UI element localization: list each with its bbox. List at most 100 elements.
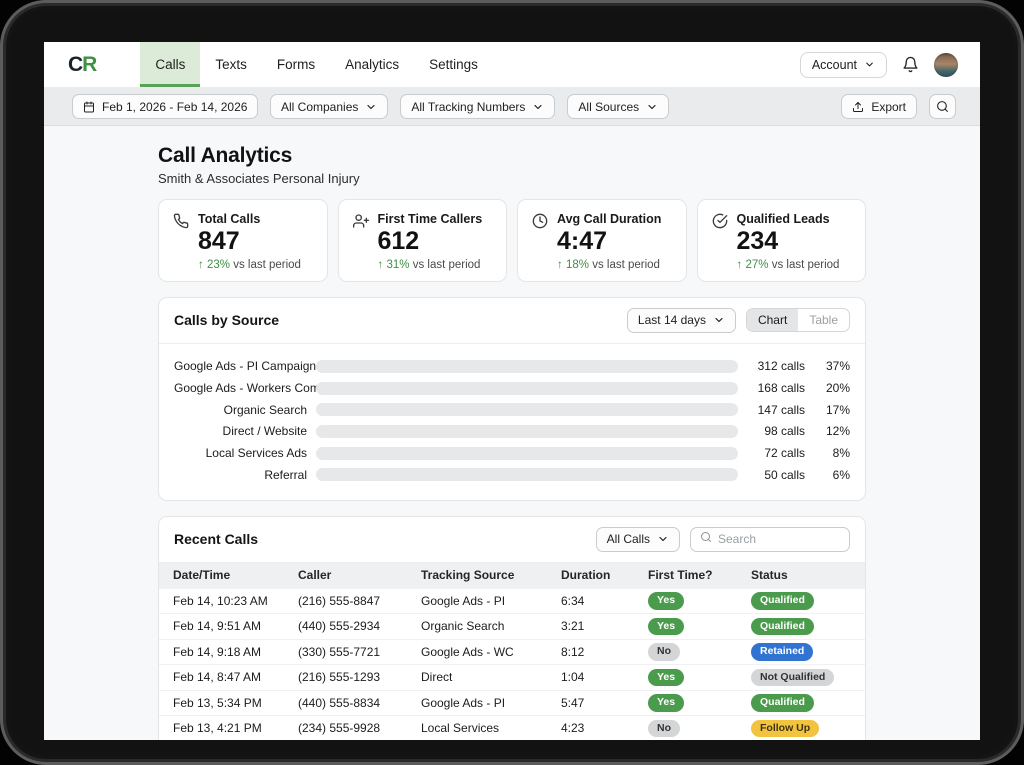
search-input[interactable] [718, 532, 840, 547]
stat-card: Qualified Leads 234 ↑ 27% vs last period [696, 199, 866, 282]
account-menu-button[interactable]: Account [799, 51, 887, 78]
cell-caller: (440) 555-8834 [298, 695, 381, 710]
delta-percent: 18% [565, 258, 589, 271]
cell-source: Organic Search [421, 619, 505, 634]
cell-status: Retained [751, 643, 851, 661]
calls-by-source-panel: Calls by Source Last 14 days Chart Table [158, 296, 866, 501]
filter-dropdowns: All Companies All Tracking Numbers All Sou… [270, 94, 670, 119]
table-search [690, 526, 850, 552]
user-plus-icon [352, 212, 369, 271]
cell-duration: 5:47 [561, 695, 585, 710]
stat-label: Total Calls [198, 212, 261, 226]
stat-value: 847 [198, 227, 240, 255]
cell-first-time: Yes [648, 668, 751, 687]
cell-status: Qualified [751, 694, 851, 712]
chart-row-percent: 37% [825, 359, 850, 374]
first-time-badge: Yes [648, 617, 685, 636]
chart-row-calls: 50 calls [764, 467, 805, 482]
check-circle-icon [712, 212, 728, 271]
recent-calls-header: Recent Calls All Calls [159, 517, 865, 563]
table-row[interactable]: Feb 14, 10:23 AM (216) 555-8847 Google Ads… [159, 587, 865, 614]
user-avatar[interactable] [934, 52, 958, 77]
chart-row-calls: 72 calls [764, 446, 805, 461]
cell-source: Google Ads - WC [421, 644, 514, 659]
table-row[interactable]: Feb 14, 8:47 AM (216) 555-1293 Direct 1:04 Y… [159, 664, 865, 690]
search-button[interactable] [929, 94, 956, 119]
chart-row-percent: 20% [825, 381, 850, 396]
chart-row-calls: 147 calls [757, 402, 805, 417]
cell-first-time: Yes [648, 592, 751, 610]
nav-tabs: Calls Texts Forms Analytics Settings [140, 42, 493, 87]
first-time-badge: No [648, 643, 680, 661]
range-label: Last 14 days [637, 313, 706, 327]
cell-caller: (330) 555-7721 [298, 644, 381, 659]
toggle-chart[interactable]: Chart [746, 309, 799, 331]
cell-status: Qualified [751, 617, 851, 636]
stat-card: Avg Call Duration 4:47 ↑ 18% vs last perio… [517, 199, 687, 282]
view-toggle: Chart Table [745, 308, 850, 332]
bell-icon [902, 56, 919, 73]
table-row[interactable]: Feb 14, 9:51 AM (440) 555-2934 Organic Sea… [159, 613, 865, 639]
calls-by-source-chart: Google Ads - PI Campaign 312 calls 37% Goog… [159, 344, 865, 500]
cell-duration: 4:23 [561, 721, 585, 736]
status-badge: Qualified [751, 592, 814, 610]
filter-dropdown-all-companies[interactable]: All Companies [270, 94, 389, 119]
page-subtitle: Smith & Associates Personal Injury [158, 171, 360, 186]
cell-datetime: Feb 13, 5:34 PM [173, 695, 262, 710]
tab-analytics[interactable]: Analytics [345, 57, 400, 72]
chart-row: Google Ads - Workers Comp 168 calls 20% [174, 377, 850, 399]
cell-duration: 3:21 [561, 619, 585, 634]
first-time-badge: Yes [648, 694, 685, 712]
status-badge: Qualified [751, 694, 814, 712]
logo-letter-c: C [68, 52, 83, 76]
top-nav: CR Calls Texts Forms Analytics Settings Acco… [44, 42, 980, 88]
export-button[interactable]: Export [841, 94, 917, 119]
delta-suffix: vs last period [233, 258, 301, 271]
cell-first-time: No [648, 719, 751, 738]
clock-icon [532, 212, 548, 271]
stat-delta: ↑ 31% vs last period [378, 259, 483, 271]
chart-row-label: Direct / Website [222, 424, 307, 439]
stat-value: 4:47 [557, 227, 608, 255]
filter-dropdown-all-sources[interactable]: All Sources [567, 94, 670, 119]
app-logo: CR [68, 52, 97, 77]
toggle-table[interactable]: Table [809, 313, 838, 327]
chart-row-percent: 8% [832, 446, 850, 461]
stat-delta: ↑ 27% vs last period [737, 259, 840, 271]
column-header-first-time-: First Time? [648, 568, 713, 583]
cell-status: Follow Up [751, 719, 851, 738]
chevron-down-icon [864, 59, 875, 70]
date-range-picker[interactable]: Feb 1, 2026 - Feb 14, 2026 [72, 94, 258, 119]
stat-value: 612 [377, 227, 420, 255]
filter-dropdown-all-tracking-numbers[interactable]: All Tracking Numbers [400, 94, 556, 119]
chart-row-label: Google Ads - Workers Comp [174, 381, 327, 396]
first-time-badge: Yes [648, 668, 685, 687]
chart-row-label: Local Services Ads [205, 446, 307, 461]
tab-texts[interactable]: Texts [215, 57, 247, 72]
chart-row-label: Organic Search [223, 402, 307, 417]
up-arrow-icon: ↑ [377, 258, 384, 271]
calendar-icon [83, 101, 95, 113]
cell-first-time: Yes [648, 694, 751, 712]
stat-card: First Time Callers 612 ↑ 31% vs last perio… [337, 199, 507, 282]
tab-calls[interactable]: Calls [140, 42, 201, 87]
up-arrow-icon: ↑ [557, 258, 563, 271]
column-header-date-time: Date/Time [173, 568, 231, 583]
range-dropdown[interactable]: Last 14 days [626, 307, 736, 333]
calls-filter-dropdown[interactable]: All Calls [595, 526, 680, 552]
cell-source: Google Ads - PI [421, 593, 506, 608]
tab-settings[interactable]: Settings [429, 57, 478, 72]
table-row[interactable]: Feb 13, 4:21 PM (234) 555-9928 Local Servi… [159, 715, 865, 740]
table-row[interactable]: Feb 13, 5:34 PM (440) 555-8834 Google Ads … [159, 689, 865, 716]
tab-forms[interactable]: Forms [276, 57, 316, 72]
table-body: Feb 14, 10:23 AM (216) 555-8847 Google Ads… [159, 587, 865, 740]
recent-calls-title: Recent Calls [174, 531, 259, 548]
notifications-button[interactable] [902, 56, 919, 73]
table-row[interactable]: Feb 14, 9:18 AM (330) 555-7721 Google Ads … [159, 638, 865, 665]
chart-row-calls: 168 calls [757, 381, 805, 396]
chart-row: Direct / Website 98 calls 12% [174, 421, 850, 443]
page-title: Call Analytics [158, 144, 293, 167]
chart-row: Organic Search 147 calls 17% [174, 399, 850, 421]
chart-row: Google Ads - PI Campaign 312 calls 37% [174, 356, 850, 378]
